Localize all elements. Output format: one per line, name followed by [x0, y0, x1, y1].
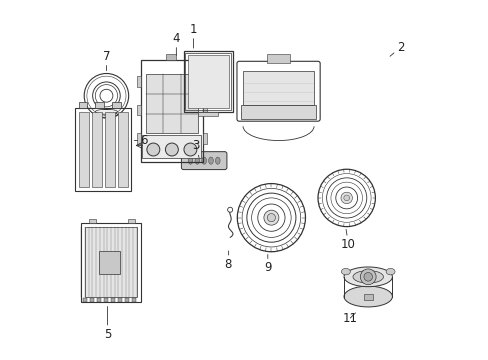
Ellipse shape [215, 157, 220, 164]
Text: 10: 10 [340, 229, 355, 251]
Text: 6: 6 [134, 134, 147, 147]
Bar [140, 60, 203, 162]
Text: 9: 9 [264, 255, 271, 274]
Bar [203, 105, 206, 116]
Circle shape [264, 210, 278, 225]
Circle shape [165, 143, 178, 156]
Bar [88, 220, 96, 223]
Text: 2: 2 [389, 41, 404, 56]
Ellipse shape [341, 269, 349, 275]
Bar [104, 298, 108, 302]
Bar [79, 102, 87, 108]
Bar [112, 102, 120, 108]
Circle shape [146, 143, 160, 156]
Ellipse shape [352, 271, 383, 283]
Bar [363, 294, 372, 300]
Bar [203, 134, 206, 144]
Bar [111, 298, 115, 302]
Text: 4: 4 [172, 32, 180, 55]
Circle shape [360, 269, 375, 285]
Bar [198, 112, 218, 116]
Bar [118, 112, 127, 187]
Bar [92, 112, 102, 187]
Bar [137, 134, 140, 144]
Bar [97, 298, 101, 302]
Bar [183, 51, 233, 112]
Bar [203, 76, 206, 87]
Ellipse shape [188, 157, 192, 164]
Text: 11: 11 [342, 311, 357, 325]
Bar [75, 108, 131, 191]
Circle shape [363, 273, 372, 281]
Bar [95, 102, 103, 108]
Bar [137, 105, 140, 116]
Ellipse shape [344, 286, 392, 307]
Text: 7: 7 [102, 50, 110, 71]
Text: 5: 5 [103, 306, 111, 341]
Ellipse shape [95, 109, 117, 114]
Text: 3: 3 [192, 139, 200, 158]
Bar [104, 112, 115, 187]
Bar [137, 76, 140, 87]
Ellipse shape [344, 267, 392, 287]
Bar [118, 298, 122, 302]
Ellipse shape [202, 157, 206, 164]
Ellipse shape [195, 157, 199, 164]
FancyBboxPatch shape [181, 152, 226, 170]
Bar [185, 53, 231, 110]
Bar [124, 298, 129, 302]
Text: 1: 1 [189, 23, 197, 48]
Bar [79, 112, 89, 187]
Ellipse shape [208, 157, 213, 164]
Bar [165, 54, 176, 60]
Bar [242, 71, 314, 105]
Ellipse shape [386, 269, 394, 275]
Bar [83, 298, 87, 302]
Text: 8: 8 [224, 251, 232, 271]
Bar [187, 55, 228, 108]
Ellipse shape [295, 111, 304, 117]
Bar [85, 226, 137, 297]
Bar [241, 105, 316, 119]
Circle shape [343, 195, 349, 201]
Bar [131, 298, 136, 302]
Bar [266, 54, 290, 63]
Bar [128, 220, 135, 223]
Circle shape [340, 192, 352, 204]
Bar [81, 223, 140, 302]
Bar [90, 298, 94, 302]
Bar [145, 74, 198, 134]
Ellipse shape [95, 112, 117, 118]
Circle shape [183, 143, 197, 156]
Bar [99, 251, 120, 274]
Bar [142, 135, 201, 158]
Ellipse shape [363, 276, 372, 283]
Ellipse shape [241, 111, 250, 117]
Circle shape [267, 213, 275, 222]
